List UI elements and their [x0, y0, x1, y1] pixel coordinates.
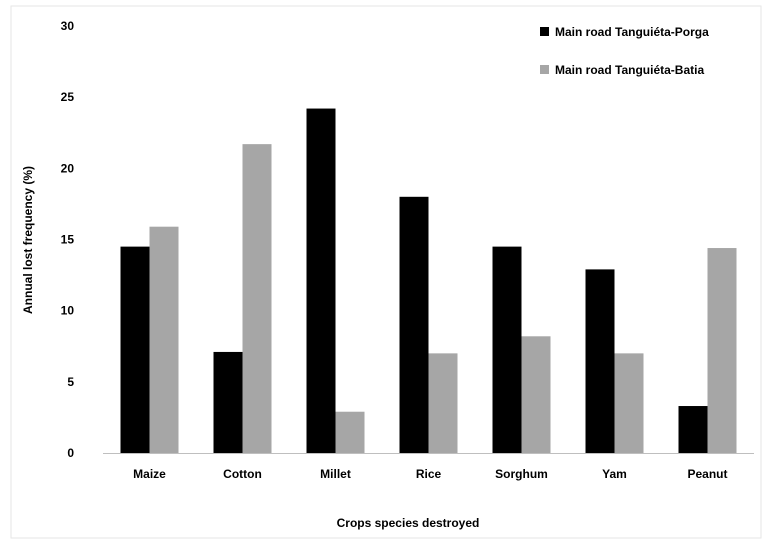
- legend-label: Main road Tanguiéta-Batia: [555, 63, 704, 77]
- bar-millet-series-1: [306, 108, 336, 453]
- legend-swatch: [540, 65, 549, 74]
- bar-cotton-series-2: [242, 144, 272, 454]
- bar-sorghum-series-1: [492, 246, 522, 453]
- x-tick-label: Yam: [602, 467, 627, 481]
- x-tick-label: Peanut: [687, 467, 727, 481]
- bar-cotton-series-1: [213, 351, 243, 453]
- x-axis-ticks: Maize Cotton Millet Rice Sorghum Yam Peanut: [133, 467, 727, 481]
- legend-label: Main road Tanguiéta-Porga: [555, 25, 709, 39]
- legend-swatch: [540, 27, 549, 36]
- x-axis-label: Crops species destroyed: [337, 516, 480, 530]
- x-tick-label: Cotton: [223, 467, 262, 481]
- bar-maize-series-1: [120, 246, 150, 453]
- bar-yam-series-2: [614, 353, 644, 453]
- legend: Main road Tanguiéta-Porga Main road Tangu…: [540, 25, 709, 77]
- bars: [120, 108, 737, 454]
- y-tick-label: 0: [67, 446, 74, 460]
- y-tick-label: 10: [61, 304, 75, 318]
- bar-rice-series-2: [428, 353, 458, 453]
- x-tick-label: Sorghum: [495, 467, 548, 481]
- y-axis-label: Annual lost frequency (%): [21, 166, 35, 314]
- y-tick-label: 5: [67, 375, 74, 389]
- bar-rice-series-1: [399, 196, 429, 454]
- y-tick-label: 30: [61, 19, 75, 33]
- bar-peanut-series-2: [707, 248, 737, 453]
- bar-peanut-series-1: [678, 406, 708, 453]
- y-tick-label: 15: [61, 233, 75, 247]
- x-tick-label: Maize: [133, 467, 166, 481]
- bar-maize-series-2: [149, 226, 179, 453]
- y-tick-label: 20: [61, 161, 75, 175]
- bar-sorghum-series-2: [521, 336, 551, 453]
- y-axis-ticks: 0 5 10 15 20 25 30: [61, 19, 75, 460]
- x-tick-label: Millet: [320, 467, 351, 481]
- x-tick-label: Rice: [416, 467, 442, 481]
- bar-yam-series-1: [585, 269, 615, 453]
- bar-millet-series-2: [335, 411, 365, 453]
- y-tick-label: 25: [61, 90, 75, 104]
